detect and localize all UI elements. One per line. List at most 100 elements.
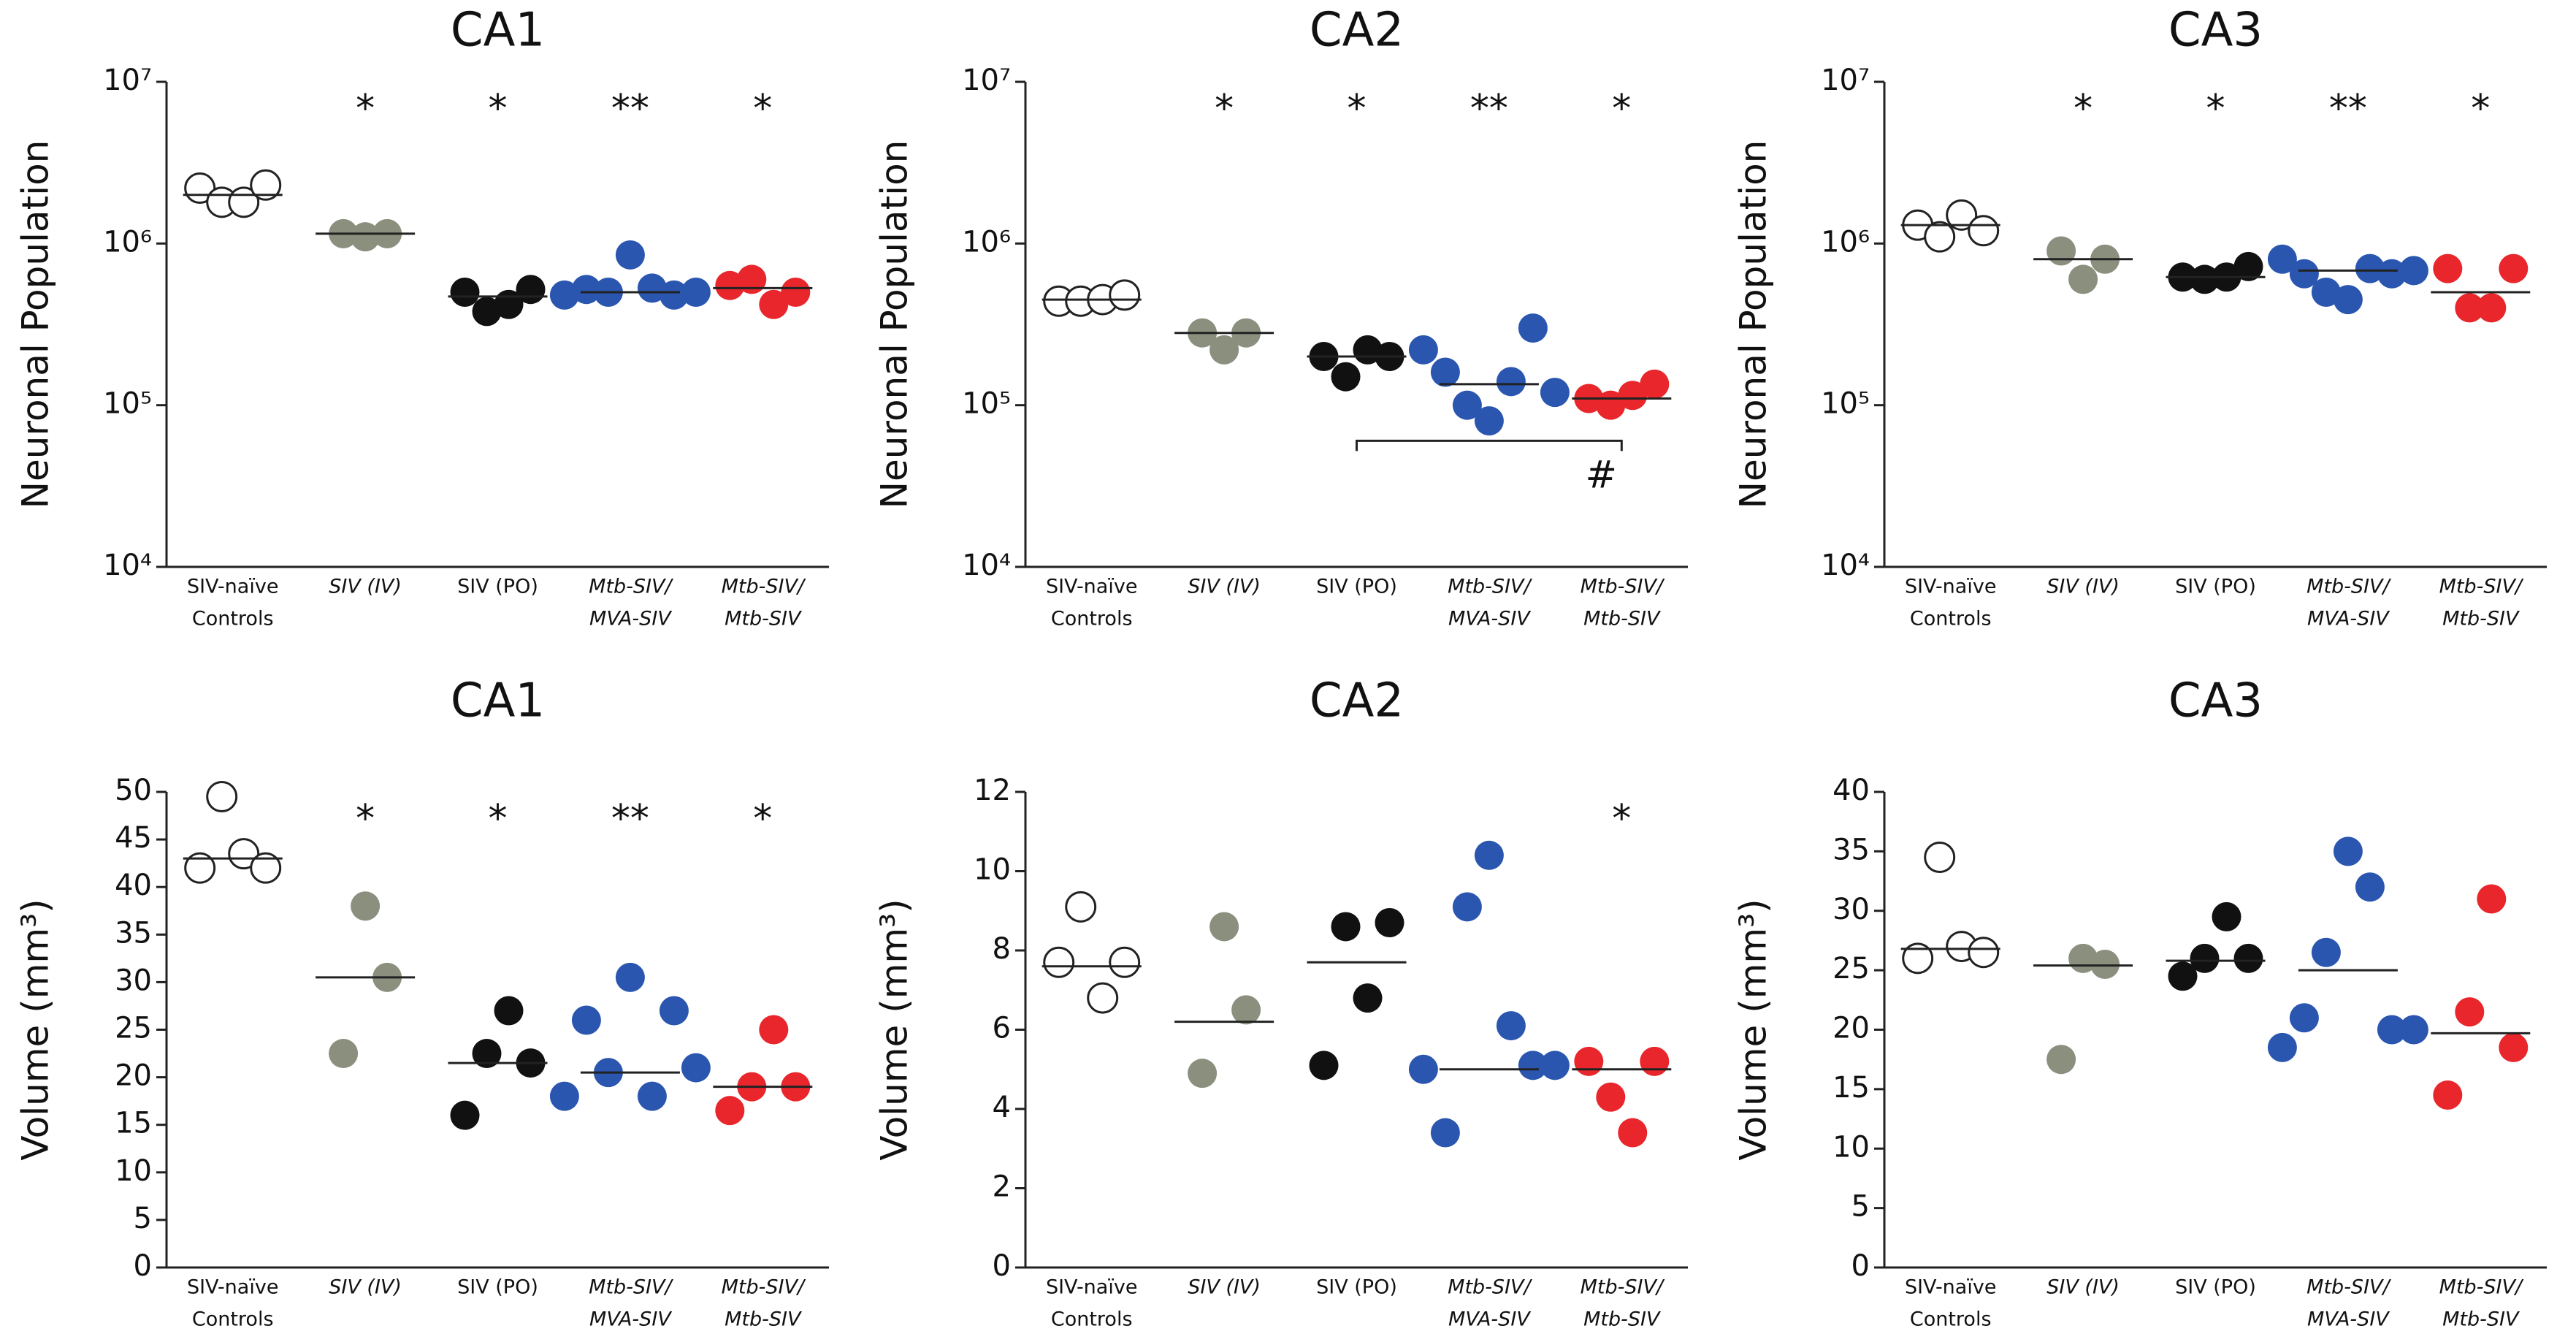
panel-title: CA1 [451,674,545,728]
data-point [2355,253,2385,283]
data-point [2289,1003,2319,1033]
y-tick-label: 20 [115,1059,152,1093]
x-tick-label: SIV (PO) [1316,1276,1397,1299]
x-tick-label: MVA-SIV [1448,608,1532,630]
data-point [737,264,767,294]
data-point [659,280,689,310]
significance-mark: ** [2329,87,2367,131]
y-tick-label: 10⁷ [962,64,1011,97]
data-point [1968,215,2000,247]
data-point [715,270,745,300]
significance-mark: * [1215,87,1234,131]
y-tick-label: 40 [115,869,152,902]
y-tick-label: 8 [993,932,1011,966]
data-point [1209,912,1239,942]
data-point [2377,1015,2407,1045]
data-point [1574,1046,1604,1076]
data-point [1496,367,1526,397]
data-point [2377,259,2407,289]
x-tick-label: Mtb-SIV/ [2306,576,2391,598]
significance-mark: * [1612,87,1631,131]
data-point [1474,840,1504,870]
x-tick-label: Mtb-SIV/ [2306,1276,2391,1299]
y-tick-label: 45 [115,821,152,855]
data-point [637,273,667,303]
x-tick-label: SIV-naïve [187,576,278,598]
y-tick-label: 10⁷ [1821,64,1870,97]
x-tick-label: SIV (IV) [2046,576,2120,598]
y-tick-label: 10⁶ [962,225,1011,259]
x-tick-label: SIV (IV) [329,576,402,598]
data-point [450,277,480,307]
y-tick-label: 10⁴ [1821,549,1870,582]
x-tick-label: MVA-SIV [2307,608,2390,630]
y-tick-label: 5 [1851,1190,1870,1224]
data-point [2046,1045,2076,1075]
data-point [2499,1032,2529,1062]
data-point [1924,842,1956,874]
x-tick-label: SIV (PO) [457,1276,538,1299]
x-tick-label: SIV (PO) [457,576,538,598]
data-point [450,1100,480,1130]
data-point [659,996,689,1026]
x-tick-label: Controls [192,1308,274,1331]
data-point [781,277,811,307]
y-tick-label: 0 [1851,1249,1870,1283]
data-point [1408,335,1438,365]
y-tick-label: 10 [1832,1130,1870,1164]
panel: CA2 Volume (mm³) 0 2 4 6 8 10 12 SIV-naïve Control… [874,674,1688,1331]
x-tick-label: Mtb-SIV [1583,608,1662,630]
data-point [2311,277,2341,307]
data-point [2333,836,2363,866]
data-point [1065,891,1097,923]
data-point [2399,1015,2428,1045]
data-point [1430,1118,1460,1148]
y-tick-label: 30 [115,964,152,997]
x-tick-label: Mtb-SIV [2442,608,2520,630]
y-tick-label: 4 [993,1091,1011,1124]
x-tick-label: SIV-naïve [1046,576,1137,598]
data-point [1331,362,1361,392]
panel-title: CA2 [1310,4,1404,58]
x-tick-label: Mtb-SIV/ [589,576,673,598]
x-tick-label: Mtb-SIV/ [1448,1276,1532,1299]
x-tick-label: Controls [1910,608,1992,630]
data-point [615,240,645,270]
x-tick-label: Mtb-SIV/ [2439,576,2524,598]
data-point [2455,997,2485,1027]
data-point [1430,357,1460,387]
y-tick-label: 10⁵ [1821,387,1870,421]
x-tick-label: SIV (IV) [329,1276,402,1299]
data-point [2267,244,2297,274]
data-point [184,852,216,884]
y-tick-label: 10 [974,853,1011,887]
data-point [1209,335,1239,365]
x-tick-label: Mtb-SIV/ [1581,576,1665,598]
y-tick-label: 40 [1832,774,1870,807]
data-point [1375,908,1404,938]
data-point [206,781,238,813]
data-point [1902,942,1934,975]
y-axis-label: Neuronal Population [15,140,57,509]
significance-mark: * [2471,87,2490,131]
data-point [472,1039,502,1069]
data-point [1640,1046,1670,1076]
panel: CA1 Neuronal Population 10⁴ 10⁵ 10⁶ 10⁷ SIV-na… [15,4,829,630]
data-point [472,297,502,327]
significance-mark: * [1612,797,1631,841]
data-point [2267,1032,2297,1062]
significance-mark: * [489,797,508,841]
x-tick-label: MVA-SIV [589,608,673,630]
x-tick-label: Mtb-SIV/ [1581,1276,1665,1299]
data-point [2499,253,2529,283]
data-point [715,1096,745,1126]
x-tick-label: SIV (IV) [2046,1276,2120,1299]
y-axis-label: Neuronal Population [1732,140,1775,509]
data-point [2190,264,2220,294]
data-point [2433,253,2463,283]
x-tick-label: SIV (PO) [2175,576,2256,598]
significance-mark: * [2206,87,2225,131]
data-point [329,1039,359,1069]
panel: CA2 Neuronal Population 10⁴ 10⁵ 10⁶ 10⁷ SIV-na… [874,4,1688,630]
